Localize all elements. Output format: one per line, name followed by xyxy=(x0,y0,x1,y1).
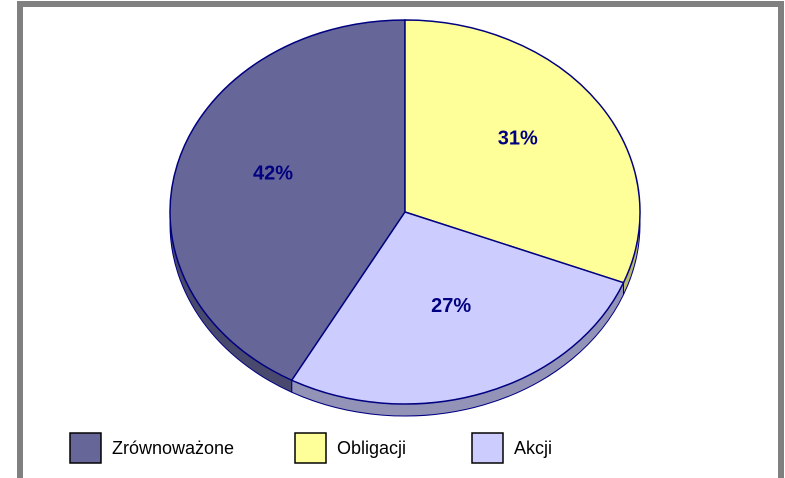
data-label: 31% xyxy=(498,128,538,150)
legend-label: Obligacji xyxy=(337,438,406,458)
pie-slice xyxy=(169,19,406,382)
data-label: 42% xyxy=(253,163,293,185)
legend-swatch xyxy=(294,432,327,464)
data-label: 27% xyxy=(431,295,471,317)
pie-slice xyxy=(290,211,625,405)
pie-slice xyxy=(404,19,641,284)
legend-label: Zrównoważone xyxy=(112,438,234,458)
legend-swatch xyxy=(471,432,504,464)
legend-label: Akcji xyxy=(514,438,552,458)
legend-swatch xyxy=(69,432,102,464)
